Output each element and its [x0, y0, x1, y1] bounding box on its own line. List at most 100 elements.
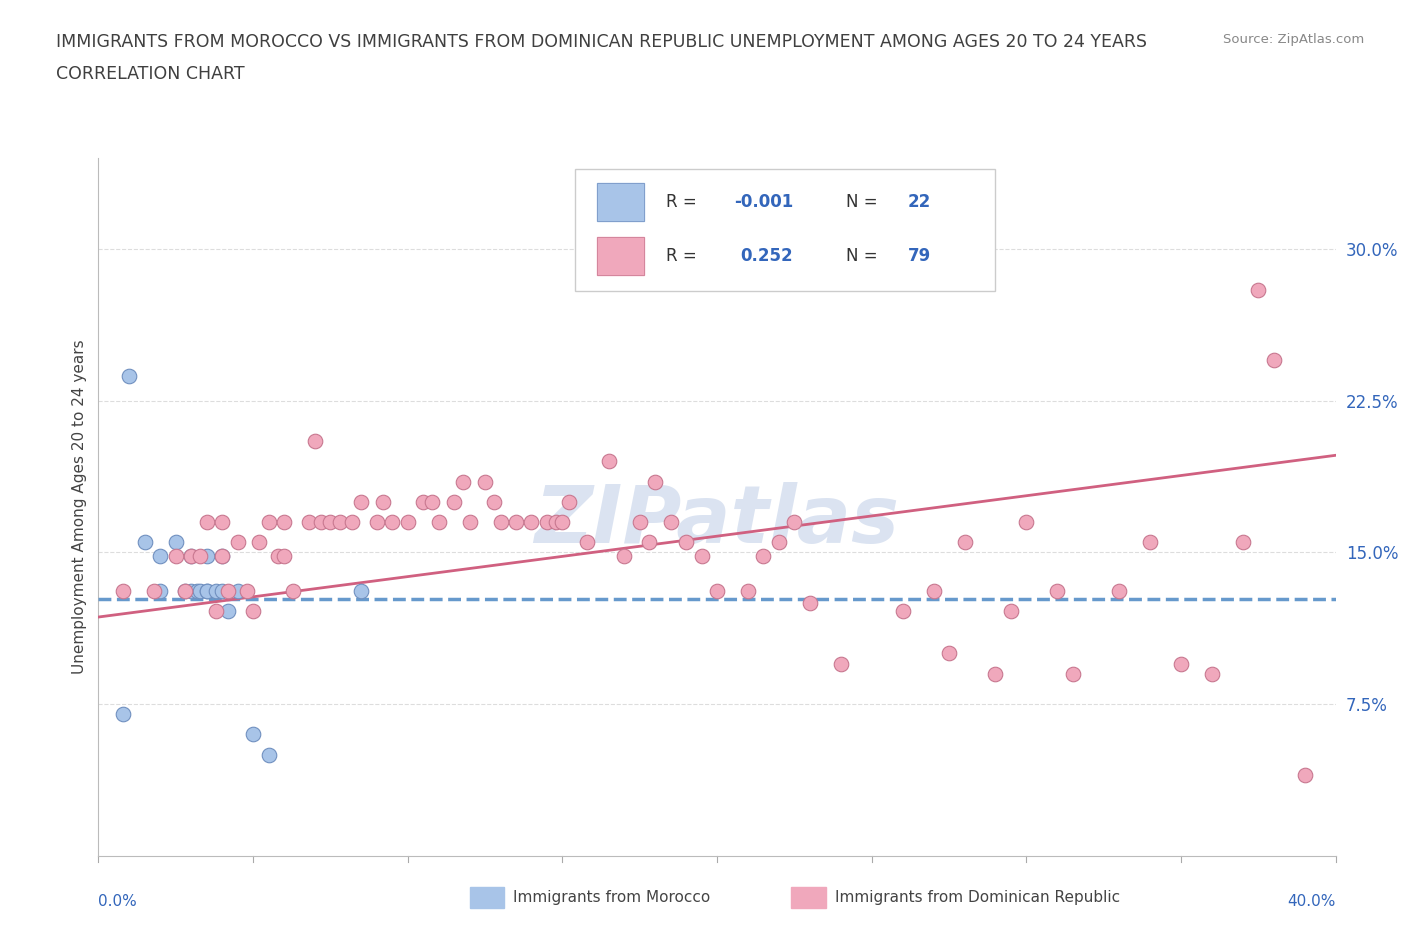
Point: [319, 514, 342, 529]
Point: [922, 583, 945, 598]
Point: [242, 604, 264, 618]
Text: R =: R =: [666, 193, 703, 211]
Point: [489, 514, 512, 529]
FancyBboxPatch shape: [598, 236, 644, 275]
Point: [257, 514, 280, 529]
Point: [546, 514, 568, 529]
Point: [557, 495, 579, 510]
Text: 40.0%: 40.0%: [1288, 894, 1336, 909]
Point: [1139, 535, 1161, 550]
Point: [236, 583, 259, 598]
Point: [165, 549, 187, 564]
Point: [217, 583, 239, 598]
Text: N =: N =: [846, 193, 883, 211]
Point: [412, 495, 434, 510]
Point: [427, 514, 450, 529]
Point: [520, 514, 543, 529]
Point: [1062, 666, 1084, 681]
Point: [226, 535, 249, 550]
FancyBboxPatch shape: [470, 887, 505, 908]
Point: [211, 549, 233, 564]
Point: [340, 514, 363, 529]
Point: [134, 535, 156, 550]
Point: [799, 595, 821, 610]
Point: [1108, 583, 1130, 598]
Point: [830, 656, 852, 671]
Point: [1000, 604, 1022, 618]
Point: [195, 514, 218, 529]
Point: [598, 454, 620, 469]
Point: [659, 514, 682, 529]
Point: [350, 495, 373, 510]
Text: R =: R =: [666, 246, 707, 265]
Text: N =: N =: [846, 246, 883, 265]
Point: [381, 514, 404, 529]
FancyBboxPatch shape: [598, 183, 644, 221]
Point: [443, 495, 465, 510]
Point: [190, 583, 212, 598]
Text: 0.0%: 0.0%: [98, 894, 138, 909]
Point: [304, 433, 326, 448]
Point: [505, 514, 527, 529]
Point: [891, 604, 914, 618]
Point: [1263, 352, 1285, 367]
Point: [267, 549, 290, 564]
Point: [690, 549, 713, 564]
Point: [186, 583, 208, 598]
Point: [283, 583, 305, 598]
Point: [149, 583, 172, 598]
Point: [247, 535, 270, 550]
Point: [706, 583, 728, 598]
Point: [1170, 656, 1192, 671]
Point: [675, 535, 697, 550]
Point: [953, 535, 976, 550]
Point: [1247, 282, 1270, 297]
Point: [458, 514, 481, 529]
Point: [174, 583, 197, 598]
Point: [205, 583, 228, 598]
Point: [242, 727, 264, 742]
Point: [474, 474, 496, 489]
Point: [180, 549, 202, 564]
Point: [211, 583, 233, 598]
Point: [453, 474, 475, 489]
Point: [112, 583, 135, 598]
Point: [366, 514, 388, 529]
Point: [752, 549, 775, 564]
Point: [371, 495, 394, 510]
Point: [350, 583, 373, 598]
Point: [396, 514, 419, 529]
Point: [149, 549, 172, 564]
Point: [190, 549, 212, 564]
Point: [174, 583, 197, 598]
Point: [273, 549, 295, 564]
Point: [195, 549, 218, 564]
Point: [551, 514, 574, 529]
Point: [257, 747, 280, 762]
Point: [644, 474, 666, 489]
Point: [938, 646, 960, 661]
Point: [1232, 535, 1254, 550]
Point: [217, 604, 239, 618]
Point: [118, 369, 141, 384]
Point: [536, 514, 558, 529]
Point: [143, 583, 166, 598]
Point: [195, 583, 218, 598]
Point: [309, 514, 332, 529]
Point: [298, 514, 321, 529]
Point: [737, 583, 759, 598]
Point: [613, 549, 636, 564]
Point: [112, 707, 135, 722]
Point: [180, 583, 202, 598]
Point: [180, 549, 202, 564]
Point: [1294, 767, 1316, 782]
Text: CORRELATION CHART: CORRELATION CHART: [56, 65, 245, 83]
Point: [638, 535, 661, 550]
Point: [484, 495, 506, 510]
Point: [329, 514, 352, 529]
Point: [628, 514, 651, 529]
Point: [195, 583, 218, 598]
Point: [576, 535, 599, 550]
Y-axis label: Unemployment Among Ages 20 to 24 years: Unemployment Among Ages 20 to 24 years: [72, 339, 87, 674]
Text: 22: 22: [908, 193, 931, 211]
